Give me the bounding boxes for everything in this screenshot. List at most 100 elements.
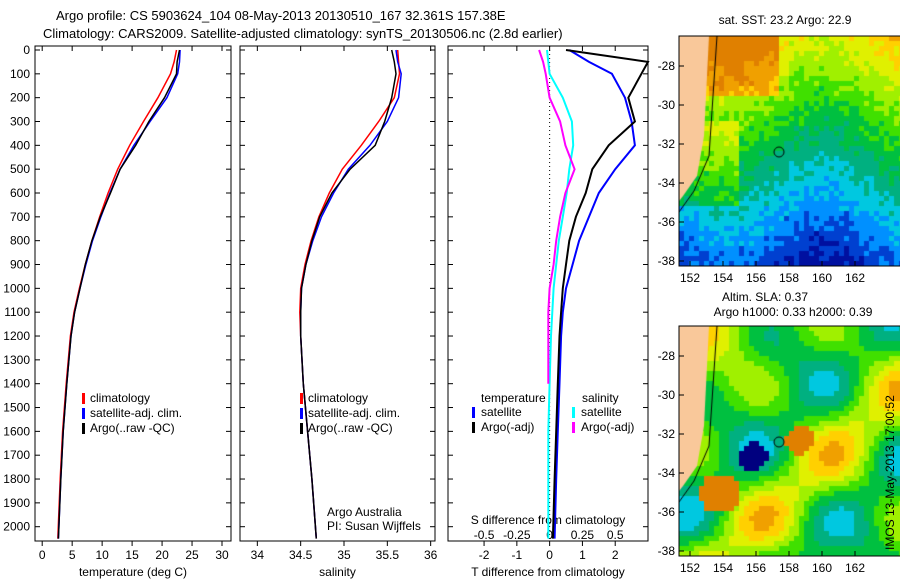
legend-label: Argo(-adj) xyxy=(481,420,534,434)
y-tick-label: 200 xyxy=(10,91,30,105)
lon-tick-label: 158 xyxy=(779,561,799,575)
temperature-profile: 0 5 10 15 20 25 300100200300400500600700800900… xyxy=(3,43,232,579)
x-tick-label: 1 xyxy=(579,548,586,562)
s-tick-label: -0.5 xyxy=(474,528,495,542)
map-frame xyxy=(678,325,900,557)
x-tick-label: 25 xyxy=(185,548,199,562)
y-tick-label: 300 xyxy=(10,115,30,129)
x-tick-label: 34.5 xyxy=(289,548,313,562)
y-tick-label: 1400 xyxy=(3,377,30,391)
x-tick-label: -2 xyxy=(479,548,490,562)
legend-swatch xyxy=(300,423,303,434)
y-tick-label: 1600 xyxy=(3,424,30,438)
lon-tick-label: 154 xyxy=(713,271,733,285)
y-tick-label: 1800 xyxy=(3,472,30,486)
legend-heading-temperature: temperature xyxy=(481,391,546,405)
lon-tick-label: 160 xyxy=(812,271,832,285)
lon-tick-label: 158 xyxy=(779,271,799,285)
series-line-s-argo-adj- xyxy=(538,49,576,384)
timestamp-stamp: IMOS 13-May-2013 17:00:52 xyxy=(883,395,897,550)
lat-tick-label: -28 xyxy=(658,59,676,73)
y-tick-label: 700 xyxy=(10,210,30,224)
s-tick-label: 0 xyxy=(546,528,553,542)
legend-swatch xyxy=(300,393,303,404)
series-line-s-satellite xyxy=(546,49,575,539)
legend-swatch xyxy=(82,423,85,434)
y-tick-label: 100 xyxy=(10,67,30,81)
map-title: Altim. SLA: 0.37 xyxy=(722,290,808,304)
legend-label: Argo(..raw -QC) xyxy=(90,421,175,435)
s-tick-label: -0.25 xyxy=(503,528,531,542)
y-tick-label: 1700 xyxy=(3,448,30,462)
sst-map xyxy=(679,36,900,266)
s-tick-label: 0.25 xyxy=(571,528,595,542)
s-tick-label: 0.5 xyxy=(607,528,624,542)
y-tick-label: 0 xyxy=(23,43,30,57)
y-tick-label: 1200 xyxy=(3,329,30,343)
y-tick-label: 600 xyxy=(10,186,30,200)
lon-tick-label: 162 xyxy=(845,561,865,575)
lat-tick-label: -36 xyxy=(658,505,676,519)
lat-tick-label: -32 xyxy=(658,427,676,441)
map-title: sat. SST: 23.2 Argo: 22.9 xyxy=(719,13,852,27)
lon-tick-label: 152 xyxy=(680,271,700,285)
x-tick-label: -1 xyxy=(512,548,523,562)
x-tick-label: 36 xyxy=(424,548,438,562)
x-tick-label: 0 xyxy=(546,548,553,562)
legend-heading-salinity: salinity xyxy=(582,391,619,405)
plot-frame xyxy=(447,45,649,542)
lon-tick-label: 162 xyxy=(845,271,865,285)
lon-tick-label: 152 xyxy=(680,561,700,575)
series-line-argo-raw-qc- xyxy=(57,49,181,539)
plot-frame xyxy=(239,45,436,542)
y-tick-label: 1500 xyxy=(3,401,30,415)
legend-swatch xyxy=(300,408,303,419)
lat-tick-label: -34 xyxy=(658,176,676,190)
legend-swatch xyxy=(82,408,85,419)
lat-tick-label: -32 xyxy=(658,137,676,151)
lat-tick-label: -30 xyxy=(658,388,676,402)
legend-label: Argo(..raw -QC) xyxy=(308,421,393,435)
x-tick-label: 30 xyxy=(215,548,229,562)
salinity-profile: 34 34.5 35 35.5 36 salinity climatologysatelli… xyxy=(239,45,438,579)
legend-swatch xyxy=(572,407,575,418)
x-tick-label: 35 xyxy=(337,548,351,562)
plot-frame xyxy=(34,45,232,542)
lon-tick-label: 160 xyxy=(812,561,832,575)
x-tick-label: 5 xyxy=(69,548,76,562)
series-line-t-satellite xyxy=(553,49,636,539)
x-tick-label: 15 xyxy=(125,548,139,562)
legend-swatch xyxy=(472,407,475,418)
map-frame xyxy=(678,35,900,267)
y-tick-label: 1000 xyxy=(3,281,30,295)
lat-tick-label: -30 xyxy=(658,98,676,112)
legend-label: satellite xyxy=(581,405,622,419)
y-tick-label: 400 xyxy=(10,138,30,152)
lon-tick-label: 154 xyxy=(713,561,733,575)
legend-swatch xyxy=(472,422,475,433)
y-tick-label: 2000 xyxy=(3,520,30,534)
legend-label: satellite xyxy=(481,405,522,419)
legend-label: satellite-adj. clim. xyxy=(308,406,400,420)
lat-tick-label: -28 xyxy=(658,349,676,363)
sla-map-axes: -28 -30 -32 -34 -36 -38 152 154 156 158 160 162 Alti… xyxy=(658,290,900,575)
legend-label: climatology xyxy=(90,391,150,405)
x-tick-label: 10 xyxy=(95,548,109,562)
legend-swatch xyxy=(82,393,85,404)
legend-swatch xyxy=(572,422,575,433)
x-tick-label: 2 xyxy=(612,548,619,562)
y-tick-label: 1900 xyxy=(3,496,30,510)
lon-tick-label: 156 xyxy=(746,561,766,575)
legend-label: Argo(-adj) xyxy=(581,420,634,434)
x-tick-label: 20 xyxy=(155,548,169,562)
x-tick-label: 0 xyxy=(39,548,46,562)
legend-label: satellite-adj. clim. xyxy=(90,406,182,420)
legend-label: climatology xyxy=(308,391,368,405)
sst-map-axes: -28 -30 -32 -34 -36 -38 152 154 156 158 160 162 sat.… xyxy=(658,13,900,285)
y-tick-label: 500 xyxy=(10,162,30,176)
lat-tick-label: -36 xyxy=(658,215,676,229)
x-axis-label: salinity xyxy=(319,565,356,579)
figure-subtitle: Climatology: CARS2009. Satellite-adjuste… xyxy=(43,26,563,41)
